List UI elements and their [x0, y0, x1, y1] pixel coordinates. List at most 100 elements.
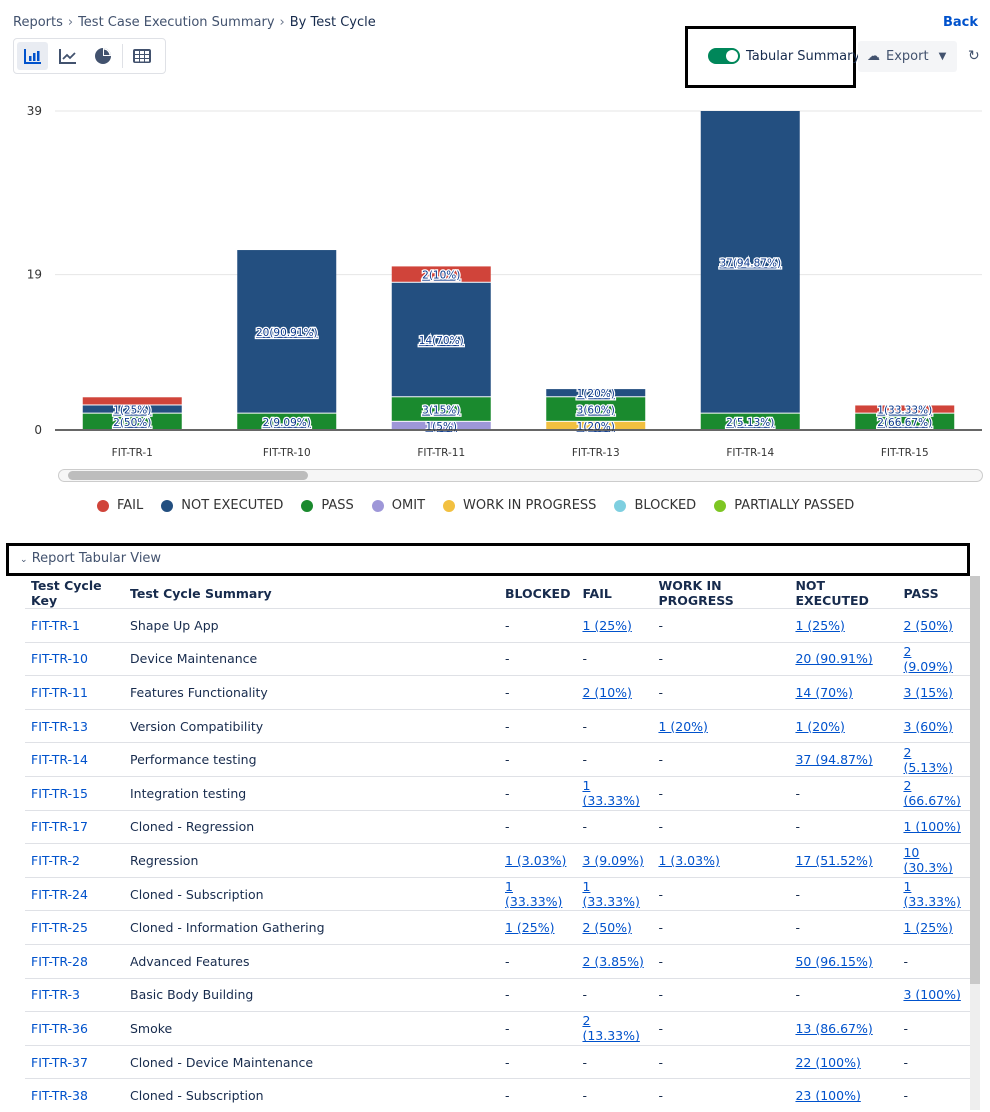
count-link[interactable]: 1 (3.03%)	[505, 852, 567, 868]
pie-chart-button[interactable]	[87, 42, 118, 70]
test-cycle-link[interactable]: FIT-TR-24	[31, 886, 88, 902]
bar-segment[interactable]	[391, 421, 491, 429]
bar-segment[interactable]	[855, 405, 955, 413]
data-label[interactable]: 2(50%)	[112, 416, 153, 431]
count-link[interactable]: 1 (25%)	[795, 617, 845, 633]
legend-item[interactable]: NOT EXECUTED	[161, 498, 283, 513]
breadcrumb-summary[interactable]: Test Case Execution Summary	[78, 15, 275, 30]
count-link[interactable]: 1 (33.33%)	[582, 879, 640, 910]
data-label[interactable]: 2(10%)	[421, 268, 462, 283]
count-link[interactable]: 1 (33.33%)	[582, 778, 640, 809]
test-cycle-link[interactable]: FIT-TR-38	[31, 1088, 88, 1104]
column-header[interactable]: FAIL	[582, 585, 612, 601]
table-vertical-scrollbar[interactable]	[970, 576, 980, 1110]
count-link[interactable]: 37 (94.87%)	[795, 752, 873, 768]
count-link[interactable]: 1 (25%)	[903, 920, 953, 936]
breadcrumb-reports[interactable]: Reports	[13, 15, 63, 30]
count-link[interactable]: 3 (9.09%)	[582, 852, 644, 868]
data-label[interactable]: 1(20%)	[575, 387, 616, 402]
count-link[interactable]: 23 (100%)	[795, 1088, 861, 1104]
test-cycle-link[interactable]: FIT-TR-1	[31, 617, 81, 633]
count-link[interactable]: 1 (20%)	[795, 718, 845, 734]
data-label[interactable]: 14(70%)	[418, 334, 465, 349]
count-link[interactable]: 2 (13.33%)	[582, 1013, 640, 1044]
test-cycle-link[interactable]: FIT-TR-14	[31, 752, 88, 768]
tabular-summary-toggle[interactable]	[708, 48, 740, 64]
chart-horizontal-scrollbar[interactable]	[58, 469, 983, 482]
test-cycle-link[interactable]: FIT-TR-15	[31, 785, 88, 801]
data-label[interactable]: 1(5%)	[424, 420, 458, 435]
legend-item[interactable]: PASS	[301, 498, 354, 513]
legend-item[interactable]: WORK IN PROGRESS	[443, 498, 596, 513]
column-header[interactable]: NOT EXECUTED	[795, 578, 869, 608]
data-label[interactable]: 1(20%)	[575, 420, 616, 435]
bar-segment[interactable]	[391, 282, 491, 397]
bar-chart-button[interactable]	[17, 42, 48, 70]
test-cycle-link[interactable]: FIT-TR-25	[31, 920, 88, 936]
refresh-icon[interactable]: ↻	[968, 48, 980, 64]
count-link[interactable]: 3 (60%)	[903, 718, 953, 734]
bar-segment[interactable]	[700, 111, 800, 413]
column-header[interactable]: Test Cycle Key	[31, 578, 102, 608]
bar-segment[interactable]	[391, 397, 491, 421]
count-link[interactable]: 50 (96.15%)	[795, 953, 873, 969]
test-cycle-link[interactable]: FIT-TR-10	[31, 651, 88, 667]
bar-segment[interactable]	[82, 405, 182, 413]
report-tabular-view-header[interactable]: ⌄ Report Tabular View	[6, 543, 970, 576]
count-link[interactable]: 1 (20%)	[658, 718, 708, 734]
column-header[interactable]: BLOCKED	[505, 585, 571, 601]
back-link[interactable]: Back	[942, 15, 978, 30]
test-cycle-link[interactable]: FIT-TR-37	[31, 1054, 88, 1070]
test-cycle-link[interactable]: FIT-TR-3	[31, 987, 81, 1003]
data-label[interactable]: 3(15%)	[421, 403, 462, 418]
count-link[interactable]: 1 (100%)	[903, 819, 961, 835]
scrollbar-thumb[interactable]	[68, 471, 308, 480]
legend-item[interactable]: OMIT	[371, 498, 425, 513]
bar-segment[interactable]	[391, 266, 491, 282]
count-link[interactable]: 2 (66.67%)	[903, 778, 961, 809]
bar-segment[interactable]	[700, 413, 800, 429]
count-link[interactable]: 2 (9.09%)	[903, 643, 953, 674]
count-link[interactable]: 2 (5.13%)	[903, 744, 953, 775]
bar-segment[interactable]	[237, 250, 337, 413]
count-link[interactable]: 13 (86.67%)	[795, 1020, 873, 1036]
scrollbar-thumb[interactable]	[970, 576, 980, 984]
column-header[interactable]: Test Cycle Summary	[130, 585, 272, 601]
count-link[interactable]: 2 (3.85%)	[582, 953, 644, 969]
count-link[interactable]: 17 (51.52%)	[795, 852, 873, 868]
bar-segment[interactable]	[855, 413, 955, 429]
column-header[interactable]: PASS	[903, 585, 939, 601]
data-label[interactable]: 1(25%)	[112, 403, 153, 418]
count-link[interactable]: 2 (50%)	[582, 920, 632, 936]
data-label[interactable]: 1(33.33%)	[876, 403, 933, 418]
count-link[interactable]: 14 (70%)	[795, 684, 853, 700]
bar-segment[interactable]	[546, 397, 646, 421]
data-label[interactable]: 20(90.91%)	[255, 326, 319, 341]
count-link[interactable]: 1 (25%)	[582, 617, 632, 633]
table-view-button[interactable]	[127, 42, 158, 70]
legend-item[interactable]: BLOCKED	[614, 498, 696, 513]
count-link[interactable]: 1 (33.33%)	[903, 879, 961, 910]
count-link[interactable]: 1 (25%)	[505, 920, 555, 936]
count-link[interactable]: 2 (50%)	[903, 617, 953, 633]
count-link[interactable]: 1 (3.03%)	[658, 852, 720, 868]
test-cycle-link[interactable]: FIT-TR-13	[31, 718, 88, 734]
column-header[interactable]: WORK IN PROGRESS	[658, 578, 734, 608]
data-label[interactable]: 37(94.87%)	[718, 256, 782, 271]
count-link[interactable]: 2 (10%)	[582, 684, 632, 700]
export-button[interactable]: ☁ Export ▼	[858, 41, 957, 72]
data-label[interactable]: 2(5.13%)	[725, 416, 776, 431]
bar-segment[interactable]	[546, 389, 646, 397]
test-cycle-link[interactable]: FIT-TR-11	[31, 684, 88, 700]
count-link[interactable]: 3 (100%)	[903, 987, 961, 1003]
line-chart-button[interactable]	[52, 42, 83, 70]
test-cycle-link[interactable]: FIT-TR-17	[31, 819, 88, 835]
legend-item[interactable]: FAIL	[97, 498, 143, 513]
count-link[interactable]: 22 (100%)	[795, 1054, 861, 1070]
count-link[interactable]: 3 (15%)	[903, 684, 953, 700]
test-cycle-link[interactable]: FIT-TR-36	[31, 1020, 88, 1036]
legend-item[interactable]: PARTIALLY PASSED	[714, 498, 854, 513]
test-cycle-link[interactable]: FIT-TR-28	[31, 953, 88, 969]
bar-segment[interactable]	[237, 413, 337, 429]
data-label[interactable]: 2(9.09%)	[261, 416, 312, 431]
